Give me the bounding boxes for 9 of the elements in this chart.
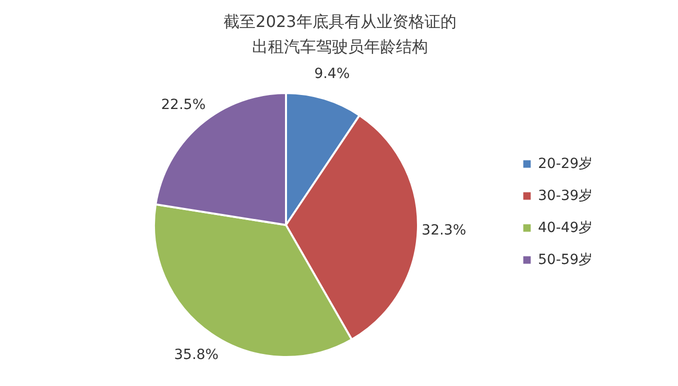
data-label: 35.8%: [174, 347, 219, 364]
data-label: 32.3%: [422, 222, 466, 238]
legend-label: 20-29岁: [538, 156, 593, 172]
legend-label: 30-39岁: [538, 188, 593, 204]
data-label: 22.5%: [161, 96, 206, 113]
chart-title: 截至2023年底具有从业资格证的出租汽车驾驶员年龄结构: [224, 12, 456, 56]
data-label: 9.4%: [314, 66, 350, 82]
legend-label: 40-49岁: [538, 220, 593, 236]
legend-label: 50-59岁: [538, 252, 593, 268]
